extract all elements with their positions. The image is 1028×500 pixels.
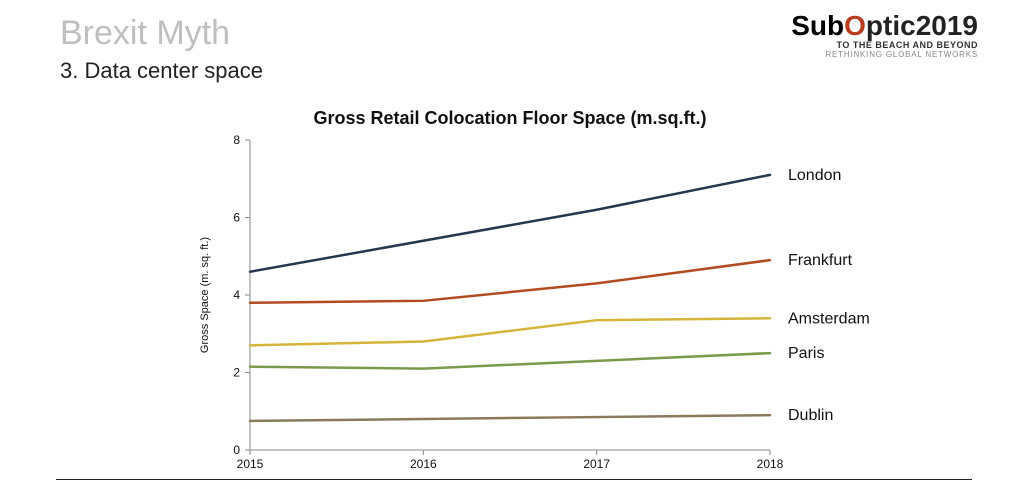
svg-text:8: 8: [233, 133, 240, 147]
logo-o-icon: O: [844, 10, 866, 41]
bottom-divider: [56, 479, 972, 480]
svg-text:2015: 2015: [237, 457, 264, 470]
svg-text:Dublin: Dublin: [788, 407, 833, 424]
svg-text:2: 2: [233, 366, 240, 380]
svg-text:Gross Space (m. sq. ft.): Gross Space (m. sq. ft.): [199, 237, 211, 353]
svg-text:Paris: Paris: [788, 345, 824, 362]
svg-text:2018: 2018: [757, 457, 784, 470]
slide-title: 3. Data center space: [60, 58, 263, 84]
svg-text:4: 4: [233, 288, 240, 302]
svg-text:2017: 2017: [583, 457, 610, 470]
svg-text:2016: 2016: [410, 457, 437, 470]
logo-year: 2019: [916, 10, 978, 41]
svg-text:0: 0: [233, 443, 240, 457]
brand-logo: SubOptic2019 TO THE BEACH AND BEYOND RET…: [791, 10, 978, 59]
slide-super-title: Brexit Myth: [60, 14, 230, 53]
line-chart: 0 2 4 6 8 2015 2016 2017 2018 Gross Space (m. sq.…: [180, 100, 900, 470]
logo-tagline-2: RETHINKING GLOBAL NETWORKS: [791, 50, 978, 59]
svg-text:London: London: [788, 167, 841, 184]
chart-svg: 0 2 4 6 8 2015 2016 2017 2018 Gross Space (m. sq.…: [180, 100, 900, 470]
svg-text:6: 6: [233, 211, 240, 225]
logo-wordmark: SubOptic2019: [791, 10, 978, 42]
svg-text:Frankfurt: Frankfurt: [788, 252, 853, 269]
logo-optic: ptic: [866, 10, 916, 41]
svg-text:Amsterdam: Amsterdam: [788, 310, 870, 327]
logo-sub: Sub: [791, 10, 844, 41]
